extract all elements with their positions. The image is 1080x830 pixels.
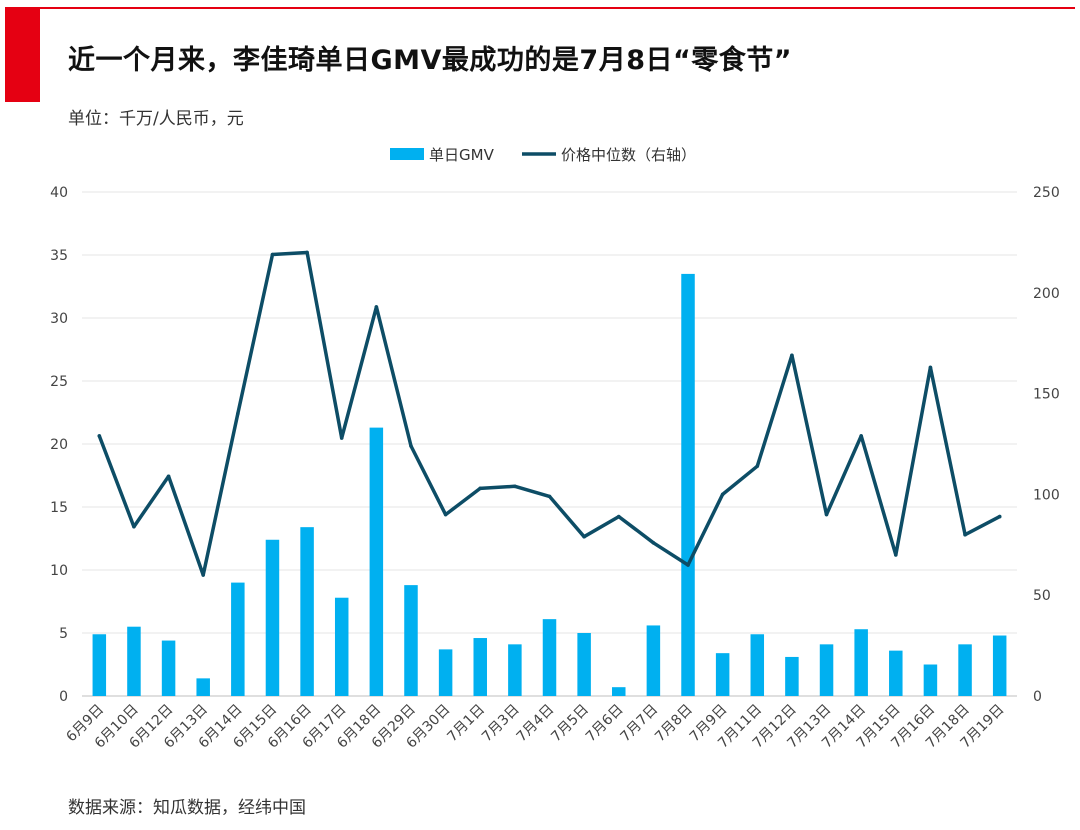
left-axis-tick-label: 20 (50, 437, 68, 453)
price-point (824, 512, 829, 517)
gmv-bar (958, 644, 972, 696)
gmv-bar (612, 687, 626, 696)
legend-label-gmv: 单日GMV (429, 146, 495, 164)
left-axis-tick-label: 35 (50, 248, 68, 264)
price-point (582, 534, 586, 539)
x-axis-tick-label: 7月4日 (514, 702, 558, 746)
unit-label: 单位：千万/人民币，元 (68, 109, 244, 129)
left-axis-tick-label: 40 (50, 185, 68, 201)
price-point (997, 514, 1002, 519)
price-point (755, 464, 760, 468)
price-point (374, 305, 379, 309)
x-axis-tick-label: 7月6日 (583, 702, 627, 746)
gmv-bar (923, 664, 938, 696)
price-point (859, 434, 863, 438)
right-axis-tick-label: 150 (1033, 387, 1060, 403)
right-axis-tick-label: 50 (1033, 588, 1051, 604)
price-line-group (97, 250, 1002, 577)
gmv-bar (992, 635, 1007, 696)
gmv-bar (196, 678, 210, 696)
chart-legend: 单日GMV 价格中位数（右轴） (390, 146, 696, 164)
x-axis-tick-label: 7月7日 (617, 702, 661, 746)
price-point (547, 494, 552, 499)
x-axis-tick-label: 7月8日 (652, 702, 696, 746)
left-axis-tick-label: 0 (59, 689, 68, 705)
gmv-bar (785, 656, 799, 696)
left-axis-tick-label: 25 (50, 374, 68, 390)
gmv-bar (473, 638, 487, 696)
left-axis-tick-label: 5 (59, 626, 68, 642)
price-point (305, 250, 309, 255)
gmv-bar (369, 427, 384, 696)
price-point (443, 512, 448, 517)
gmv-bar (334, 597, 349, 696)
price-point (409, 444, 413, 448)
price-point (201, 573, 206, 577)
source-label: 数据来源：知瓜数据，经纬中国 (68, 798, 306, 818)
x-axis-tick-label: 7月5日 (548, 702, 592, 746)
price-point (651, 540, 656, 545)
price-point (270, 252, 275, 257)
left-axis-tick-label: 30 (50, 311, 68, 327)
price-point (166, 474, 171, 479)
gmv-bar (508, 644, 522, 696)
gmv-bar (681, 273, 695, 696)
gmv-bar (715, 653, 730, 696)
gmv-bar (161, 640, 176, 696)
x-axis-tick-label: 7月3日 (479, 702, 523, 746)
accent-bar (5, 7, 40, 102)
price-median-line (97, 250, 1002, 577)
legend-label-price: 价格中位数（右轴） (561, 146, 696, 164)
gmv-bar (750, 634, 765, 696)
price-point (339, 436, 344, 440)
price-point (790, 353, 794, 358)
gmv-bars (92, 273, 1007, 696)
gmv-bar (438, 649, 453, 696)
chart: 单日GMV 价格中位数（右轴） 0 5 10 15 20 25 30 35 40 0 50 100 15… (50, 146, 1060, 752)
price-point (132, 524, 136, 529)
right-axis-tick-label: 250 (1033, 185, 1060, 201)
gmv-bar (231, 582, 245, 696)
x-axis-tick-label: 7月1日 (444, 702, 488, 746)
right-axis-tick-label: 200 (1033, 286, 1060, 302)
gmv-bar (577, 633, 591, 696)
page-title: 近一个月来，李佳琦单日GMV最成功的是7月8日“零食节” (68, 45, 792, 76)
left-axis-tick-label: 10 (50, 563, 68, 579)
price-point (616, 514, 621, 519)
price-point (97, 434, 102, 438)
right-axis-tick-label: 0 (1033, 689, 1042, 705)
gmv-bar (300, 527, 314, 696)
price-point (893, 553, 898, 557)
gmv-bar (889, 650, 903, 696)
price-point (513, 484, 517, 489)
top-rule (40, 7, 1075, 9)
price-point (236, 411, 240, 416)
right-axis-tick-label: 100 (1033, 487, 1060, 503)
gmv-bar (854, 629, 868, 696)
gmv-bar (404, 585, 418, 696)
gmv-bar (265, 539, 280, 696)
gmv-bar (92, 634, 107, 696)
left-axis-tick-label: 15 (50, 500, 68, 516)
gmv-bar (646, 625, 661, 696)
gmv-bar (127, 626, 141, 696)
legend-swatch-gmv (390, 148, 424, 160)
gmv-bar (542, 619, 557, 696)
price-point (686, 563, 690, 567)
price-point (928, 365, 933, 370)
price-point (963, 532, 967, 537)
gmv-bar (819, 644, 834, 696)
price-point (720, 492, 725, 497)
price-point (478, 486, 483, 491)
